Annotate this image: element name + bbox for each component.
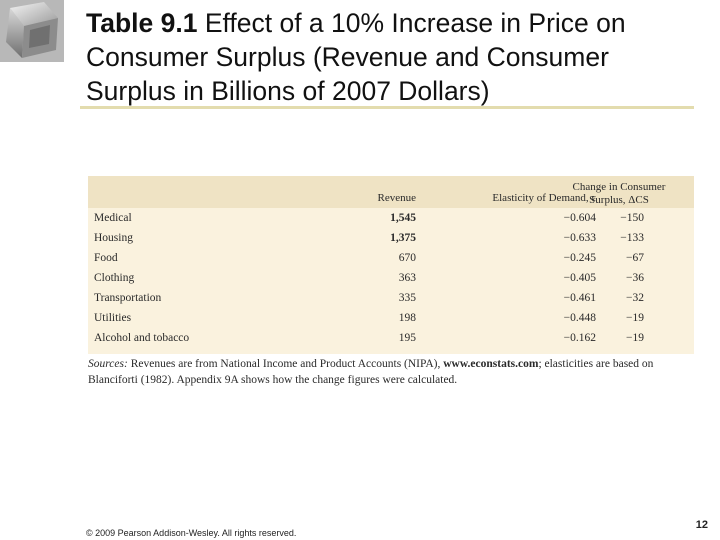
row-category: Clothing [94, 272, 135, 284]
data-table: Revenue Elasticity of Demand, ε Change i… [88, 176, 694, 354]
sources-label: Sources: [88, 358, 128, 370]
row-elasticity: −0.448 [563, 312, 596, 324]
row-elasticity: −0.633 [563, 232, 596, 244]
row-revenue: 198 [398, 312, 416, 324]
row-change: −19 [626, 312, 644, 324]
row-change: −19 [626, 332, 644, 344]
row-elasticity: −0.604 [563, 212, 596, 224]
row-elasticity: −0.405 [563, 272, 596, 284]
table-row: Utilities 198 −0.448 −19 [88, 309, 694, 329]
row-revenue: 670 [398, 252, 416, 264]
page-number: 12 [695, 519, 708, 531]
sources-url: www.econstats.com [443, 358, 539, 370]
row-revenue: 195 [398, 332, 416, 344]
header-revenue: Revenue [377, 192, 416, 204]
row-change: −32 [626, 292, 644, 304]
table-sources-note: Sources: Revenues are from National Inco… [88, 356, 694, 388]
glass-cube-decoration [0, 0, 64, 62]
row-change: −133 [620, 232, 644, 244]
header-elasticity: Elasticity of Demand, ε [492, 192, 596, 204]
slide-title: Table 9.1 Effect of a 10% Increase in Pr… [86, 6, 686, 108]
table-number: Table 9.1 [86, 8, 198, 38]
row-elasticity: −0.245 [563, 252, 596, 264]
row-change: −67 [626, 252, 644, 264]
table-row: Food 670 −0.245 −67 [88, 249, 694, 269]
header-change-line2: Surplus, ΔCS [589, 194, 649, 206]
row-category: Food [94, 252, 118, 264]
row-category: Utilities [94, 312, 132, 324]
table-row: Clothing 363 −0.405 −36 [88, 269, 694, 289]
row-category: Housing [94, 232, 133, 244]
row-revenue: 1,375 [390, 232, 416, 244]
table-row: Transportation 335 −0.461 −32 [88, 289, 694, 309]
row-elasticity: −0.461 [563, 292, 596, 304]
table-row: Housing 1,375 −0.633 −133 [88, 229, 694, 249]
row-change: −150 [620, 212, 644, 224]
row-revenue: 1,545 [390, 212, 416, 224]
sources-text-b: ; elasticities are based on Blanciforti … [88, 358, 654, 386]
sources-text-a: Revenues are from National Income and Pr… [127, 358, 444, 370]
row-revenue: 335 [398, 292, 416, 304]
table-row: Alcohol and tobacco 195 −0.162 −19 [88, 329, 694, 349]
row-revenue: 363 [398, 272, 416, 284]
row-category: Transportation [94, 292, 162, 304]
row-category: Medical [94, 212, 132, 224]
row-category: Alcohol and tobacco [94, 332, 190, 344]
table-header: Revenue Elasticity of Demand, ε Change i… [88, 176, 694, 208]
table-row: Medical 1,545 −0.604 −150 [88, 209, 694, 229]
header-change-consumer-surplus: Change in Consumer Surplus, ΔCS [544, 181, 694, 207]
row-change: −36 [626, 272, 644, 284]
title-divider [80, 106, 694, 109]
row-elasticity: −0.162 [563, 332, 596, 344]
header-change-line1: Change in Consumer [572, 181, 666, 193]
title-text: Effect of a 10% Increase in Price on Con… [86, 8, 626, 106]
copyright-footer: © 2009 Pearson Addison-Wesley. All right… [86, 528, 297, 538]
